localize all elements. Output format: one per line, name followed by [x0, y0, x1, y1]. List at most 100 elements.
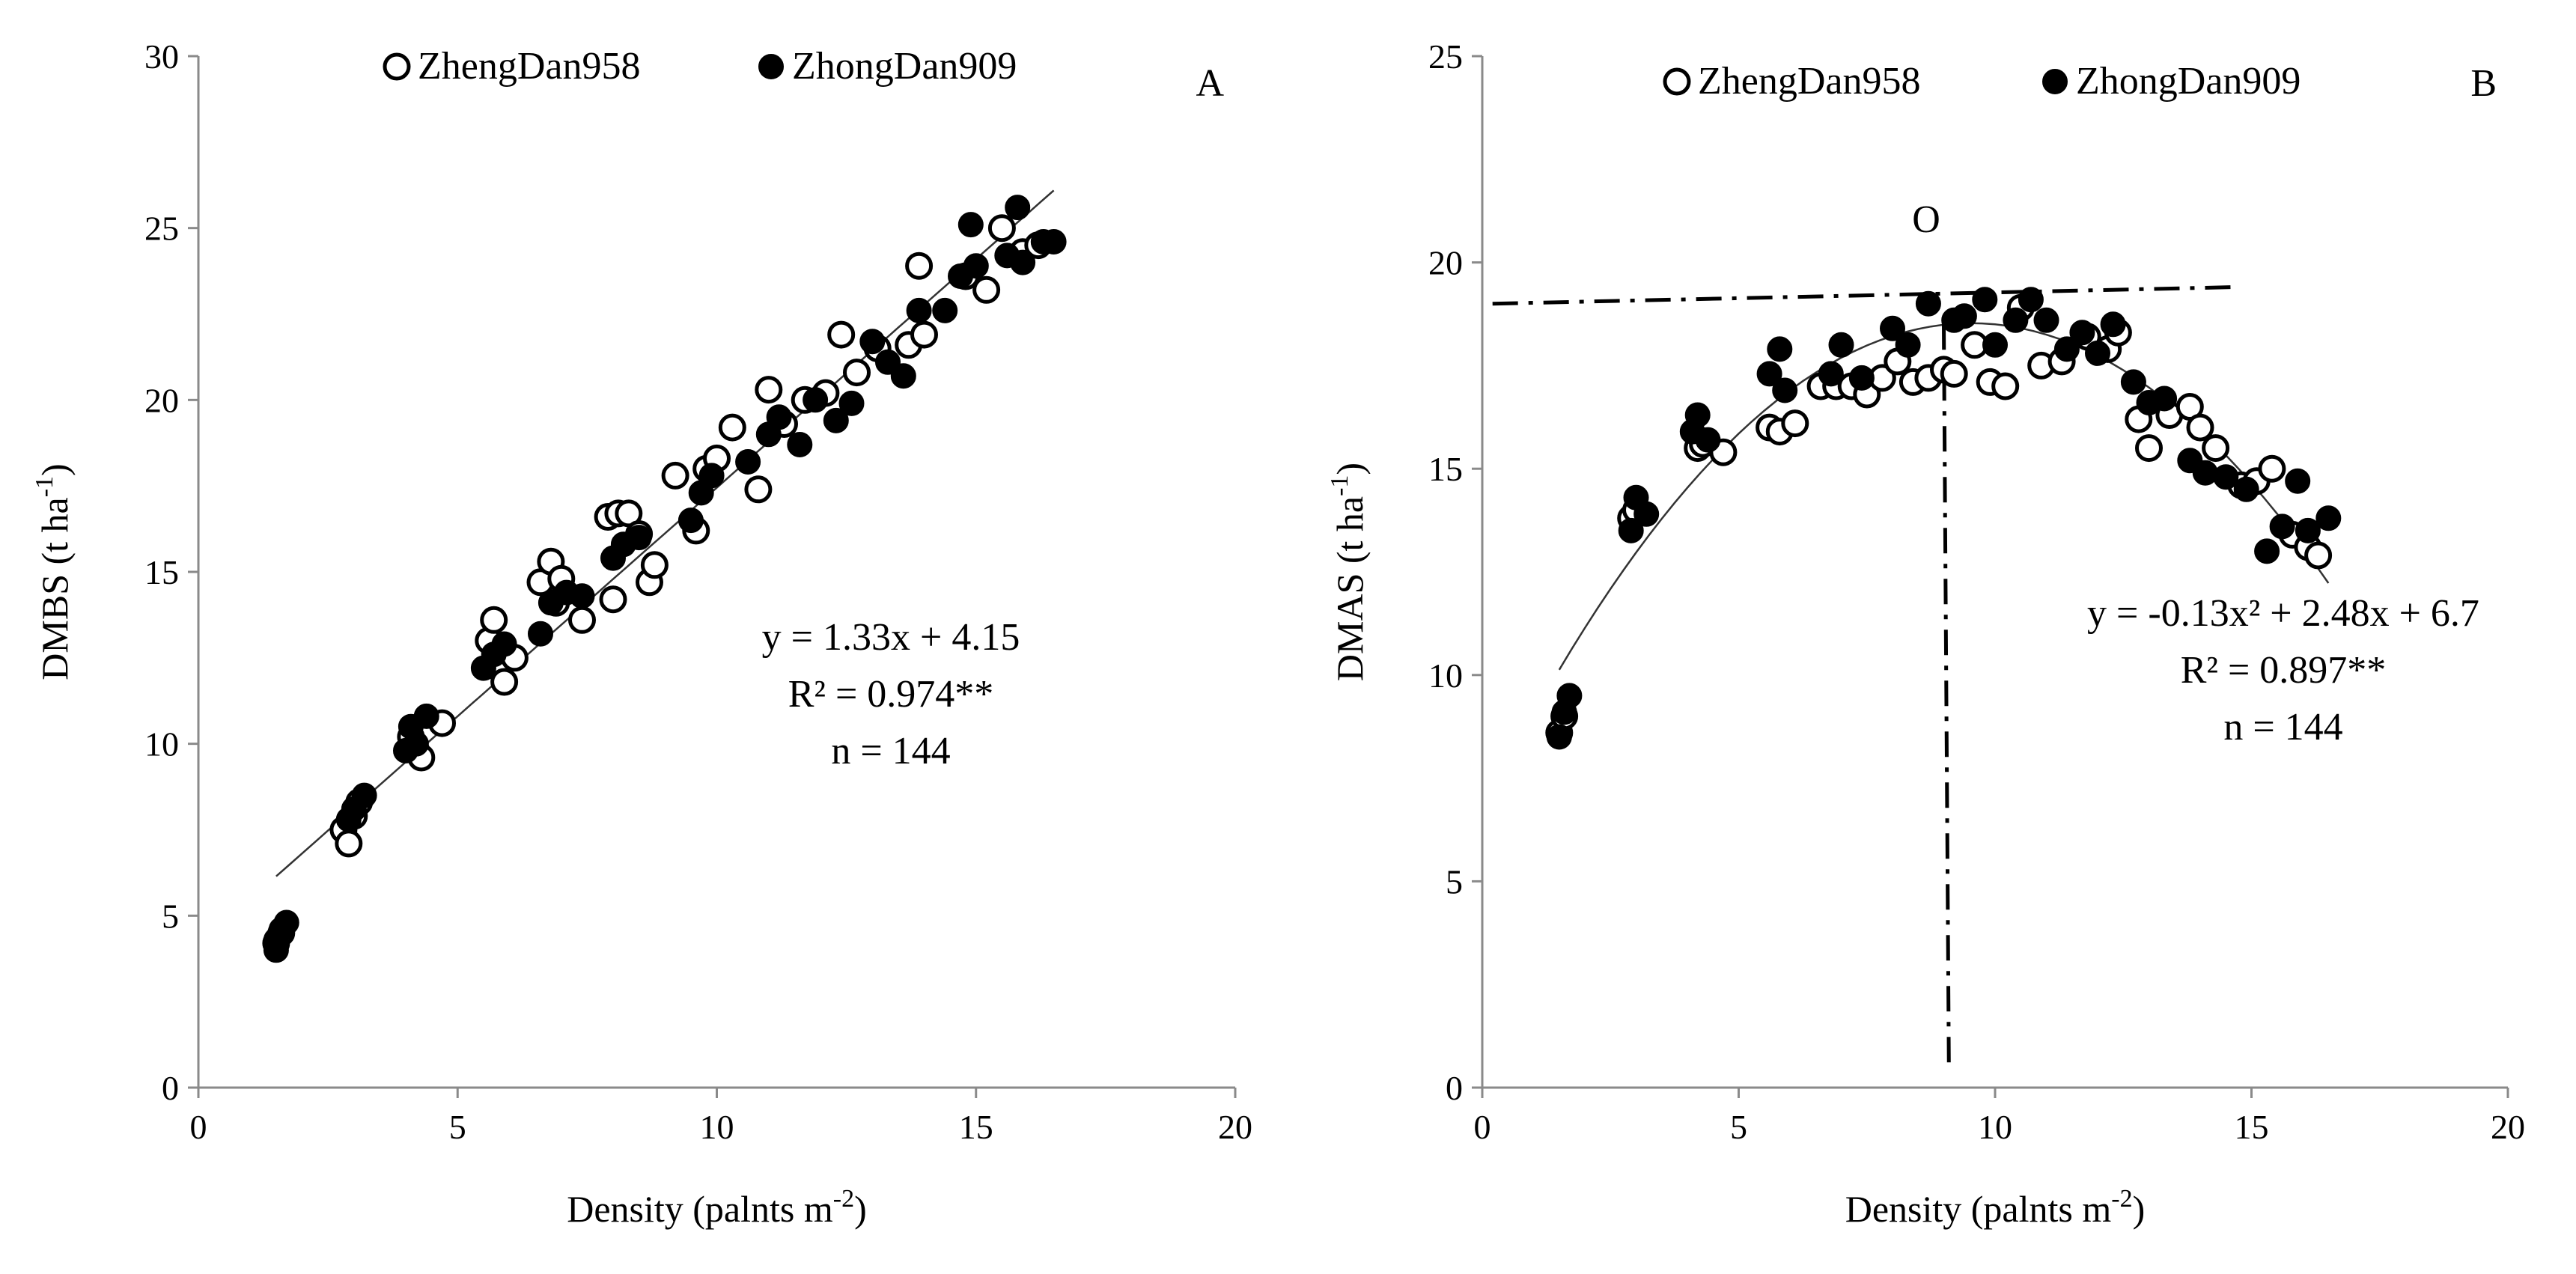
- panel-b-xtick-label: 5: [1730, 1108, 1747, 1146]
- panel-a-x-axis-label: Density (palnts m-2): [567, 1185, 867, 1230]
- panel-b-point-zhongdan909: [1972, 287, 1998, 313]
- panel-b-point-zhongdan909: [1915, 290, 1941, 317]
- panel-b-ytick-label: 5: [1446, 862, 1463, 900]
- panel-b-legend-zhongdan909: ZhongDan909: [2076, 60, 2301, 103]
- panel-a-point-zhongdan909: [273, 909, 299, 936]
- panel-a-legend-filled-marker: [758, 54, 784, 79]
- panel-a-point-zhongdan909: [787, 432, 813, 457]
- panel-a-ytick-label: 10: [144, 725, 179, 764]
- panel-b-point-zhongdan909: [2233, 476, 2259, 502]
- panel-b-point-zhongdan909: [2295, 517, 2321, 543]
- panel-b: 0 5 10 15 20 25 0 5 10 15 20 Density (palnts m-2) DM…: [1326, 37, 2525, 1230]
- panel-a-point-zhongdan909: [1041, 229, 1067, 255]
- panel-a-fit-line: [275, 189, 1055, 877]
- panel-b-point-zhengdan958: [2258, 454, 2286, 483]
- panel-b-annotation: n = 144: [2223, 706, 2342, 749]
- panel-a-point-zhengdan958: [755, 376, 783, 404]
- panel-a-point-zhengdan958: [490, 668, 519, 696]
- panel-a-point-zhongdan909: [766, 404, 792, 430]
- panel-a-annotation: n = 144: [831, 730, 950, 772]
- panel-b-legend-open-marker: [1663, 67, 1691, 96]
- panel-b-y-axis-label: DMAS (t ha-1): [1326, 463, 1371, 681]
- panel-a-xtick-label: 5: [449, 1108, 466, 1146]
- panel-b-xtick-label: 0: [1474, 1108, 1491, 1146]
- panel-a-point-zhongdan909: [626, 525, 652, 551]
- panel-a-point-zhongdan909: [1010, 249, 1036, 275]
- panel-b-xtick-label: 10: [1978, 1108, 2012, 1146]
- panel-b-point-zhongdan909: [2018, 287, 2044, 313]
- panel-a-point-zhengdan958: [987, 214, 1016, 243]
- panel-a-point-zhongdan909: [823, 407, 849, 433]
- panel-a-label: A: [1196, 62, 1224, 105]
- panel-b-point-zhongdan909: [2069, 320, 2095, 346]
- panel-b-point-zhongdan909: [1982, 332, 2008, 358]
- panel-b-point-zhongdan909: [1951, 303, 1977, 329]
- panel-a-point-zhongdan909: [491, 631, 517, 657]
- panel-b-point-zhongdan909: [1756, 361, 1782, 387]
- panel-a-ytick-label: 5: [162, 897, 179, 935]
- panel-a-point-zhengdan958: [843, 359, 871, 387]
- panel-b-point-zhongdan909: [1772, 377, 1798, 403]
- panel-b-point-zhongdan909: [1684, 402, 1711, 428]
- panel-a-point-zhongdan909: [859, 329, 886, 355]
- panel-b-point-zhongdan909: [2192, 460, 2218, 486]
- panel-b-point-zhongdan909: [2254, 538, 2280, 564]
- panel-a-point-zhongdan909: [413, 703, 439, 729]
- panel-b-ytick-label: 20: [1428, 244, 1463, 282]
- panel-b-point-zhongdan909: [1618, 517, 1644, 543]
- panel-a-y-axis-label: DMBS (t ha-1): [31, 463, 76, 680]
- panel-b-point-zhengdan958: [2202, 434, 2230, 463]
- panel-a-annotation: R² = 0.974**: [788, 673, 994, 716]
- panel-a-point-zhongdan909: [569, 583, 595, 609]
- panel-a-point-zhengdan958: [568, 606, 596, 634]
- panel-b-point-zhongdan909: [2120, 369, 2146, 395]
- panel-a-annotation: y = 1.33x + 4.15: [762, 616, 1020, 659]
- panel-b-x-axis-label: Density (palnts m-2): [1845, 1185, 2146, 1230]
- panel-b-legend-zhengdan958: ZhengDan958: [1698, 60, 1920, 103]
- panel-a-point-zhengdan958: [661, 461, 689, 490]
- panel-b-point-zhongdan909: [1767, 336, 1793, 362]
- panel-b-point-zhengdan958: [2186, 413, 2214, 442]
- panel-a-point-zhongdan909: [1005, 195, 1031, 221]
- panel-b-point-zhongdan909: [2269, 513, 2295, 540]
- panel-a-legend-zhengdan958: ZhengDan958: [418, 45, 640, 88]
- panel-a-ytick-label: 15: [144, 553, 179, 591]
- panel-a-legend-open-marker: [383, 52, 411, 81]
- panel-a-point-zhongdan909: [838, 390, 865, 416]
- panel-b-ytick-label: 25: [1428, 37, 1463, 76]
- panel-b-point-zhongdan909: [1556, 683, 1583, 709]
- panel-a-point-zhongdan909: [528, 621, 553, 647]
- panel-a-ytick-label: 25: [144, 210, 179, 248]
- panel-a-xtick-label: 15: [959, 1108, 993, 1146]
- panel-a-point-zhongdan909: [963, 253, 989, 279]
- panel-b-xtick-label: 20: [2491, 1108, 2525, 1146]
- panel-b-point-zhongdan909: [2315, 505, 2342, 531]
- panel-a-xtick-label: 10: [700, 1108, 734, 1146]
- panel-a-ytick-label: 30: [144, 37, 179, 76]
- panel-b-point-zhongdan909: [2085, 340, 2110, 366]
- panel-a-point-zhengdan958: [335, 829, 363, 858]
- panel-b-annotation: R² = 0.897**: [2181, 649, 2387, 692]
- panel-a-point-zhongdan909: [957, 212, 984, 238]
- panel-b-point-zhongdan909: [1633, 501, 1660, 527]
- panel-b-ytick-label: 10: [1428, 656, 1463, 695]
- panel-b-ytick-label: 15: [1428, 450, 1463, 488]
- panel-a-point-zhongdan909: [351, 782, 377, 808]
- panel-a-point-zhongdan909: [403, 731, 429, 757]
- panel-a-ytick-label: 0: [162, 1069, 179, 1107]
- panel-b-point-zhongdan909: [2285, 468, 2311, 494]
- panel-a-point-zhengdan958: [718, 413, 746, 442]
- panel-b-annotation: y = -0.13x² + 2.48x + 6.7: [2087, 592, 2479, 635]
- panel-a-point-zhengdan958: [640, 551, 669, 579]
- panel-b-point-zhengdan958: [2135, 434, 2163, 463]
- panel-b-legend-filled-marker: [2042, 69, 2068, 94]
- panel-b-point-zhongdan909: [1880, 315, 1905, 341]
- panel-a-legend-zhongdan909: ZhongDan909: [792, 45, 1017, 88]
- panel-a-point-zhongdan909: [890, 363, 916, 389]
- panel-b-xtick-label: 15: [2235, 1108, 2269, 1146]
- panel-a-xtick-label: 0: [190, 1108, 207, 1146]
- panel-b-point-zhongdan909: [1895, 332, 1921, 358]
- panel-b-point-zhengdan958: [1781, 409, 1809, 438]
- panel-a-xtick-label: 20: [1218, 1108, 1252, 1146]
